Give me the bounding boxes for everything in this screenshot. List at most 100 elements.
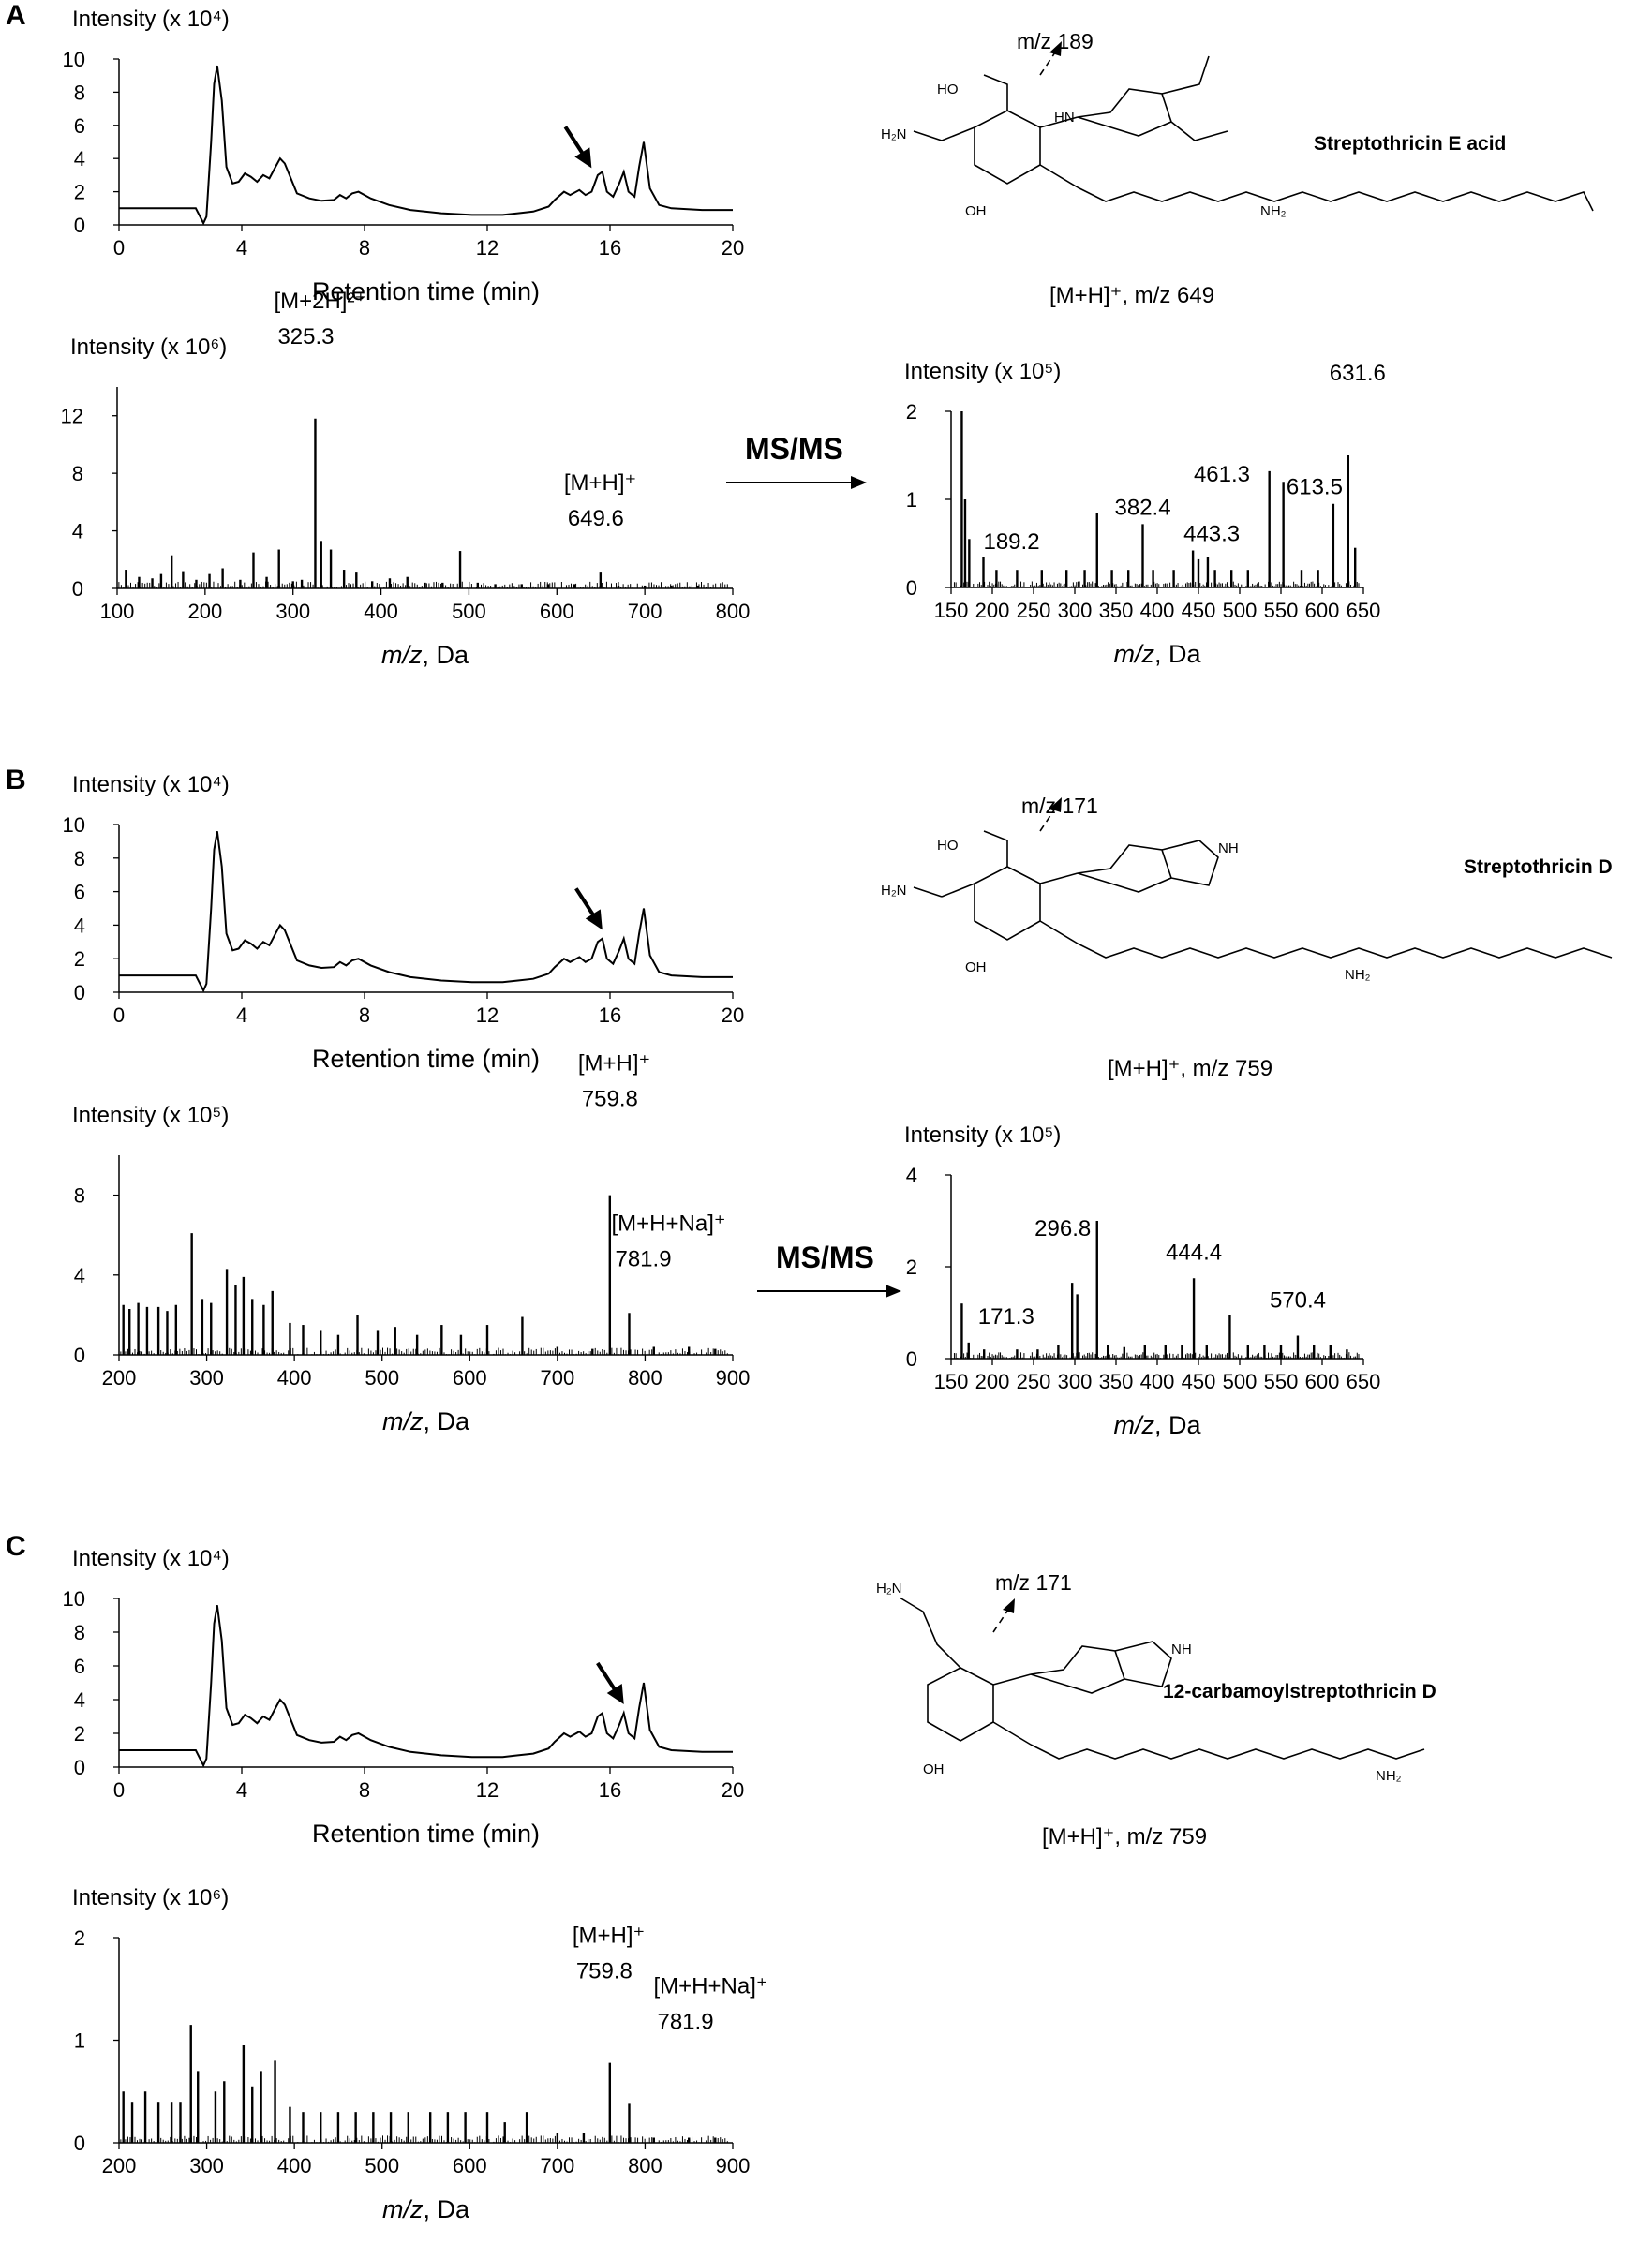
x-tick-label: 16 [599,236,621,260]
y-tick-label: 0 [74,2132,85,2155]
x-tick-label: 600 [453,1366,487,1389]
x-tick-label: 100 [100,600,135,623]
x-tick-label: 400 [1140,599,1175,622]
x-tick-label: 550 [1264,1370,1299,1393]
chart-c-lc: 0 4 8 12 16 20 0 2 4 6 8 10 Intensity (x 10⁴) Retenti… [63,1546,745,1848]
x-tick-label: 400 [277,2154,312,2177]
arrow-head [606,1684,624,1704]
ion-label-a: [M+H]⁺, m/z 649 [1049,283,1214,308]
x-tick-label: 550 [1264,599,1299,622]
x-tick-label: 4 [236,236,247,260]
x-tick-label: 700 [540,2154,574,2177]
x-tick-label: 20 [722,236,744,260]
x-axis-label: m/z, Da [1113,1411,1201,1439]
y-tick-label: 6 [74,1655,85,1678]
msms-label-b: MS/MS [776,1241,874,1274]
chart-a-ms: 100 200 300 400 500 600 700 800 0 4 8 12 Intensity (… [61,289,751,669]
structure-b: m/z 171 HO H₂N OH NH NH₂ Streptothricin … [881,794,1613,1081]
ion-type-label: [M+H+Na]⁺ [653,1973,767,1999]
y-tick-label: 2 [74,1926,85,1950]
chart-b-msms: 150 200 250 300 350 400 450 500 550 600 650 0 2 4 Inte… [904,1122,1380,1439]
x-tick-label: 20 [722,1778,744,1802]
x-tick-label: 400 [364,600,398,623]
y-tick-label: 2 [74,947,85,971]
y-tick-label: 4 [74,147,85,171]
x-tick-label: 150 [934,1370,969,1393]
y-tick-label: 0 [74,214,85,237]
x-tick-label: 700 [628,600,662,623]
x-tick-label: 8 [359,1003,370,1027]
atom-label: NH₂ [1376,1768,1402,1784]
x-tick-label: 900 [716,1366,751,1389]
baseline-noise [952,581,1360,587]
x-tick-label: 4 [236,1778,247,1802]
structure-a: m/z 189 HO H₂N OH HN NH₂ Streptothricin … [881,29,1594,308]
atom-label: HN [1054,110,1075,126]
y-tick-label: 2 [906,1256,917,1279]
msms-arrow-b: MS/MS [757,1241,901,1298]
peak-value-label: 781.9 [657,2009,713,2034]
y-tick-label: 0 [906,576,917,600]
x-tick-label: 300 [275,600,310,623]
y-tick-label: 4 [74,1264,85,1287]
y-tick-label: 2 [906,400,917,424]
y-tick-label: 2 [74,1722,85,1746]
y-axis-label: Intensity (x 10⁴) [72,772,230,797]
x-tick-label: 600 [453,2154,487,2177]
peak-value-label: 613.5 [1287,475,1343,500]
series-line [119,1605,733,1768]
peak-value-label: 325.3 [277,324,334,349]
x-axis-label: m/z, Da [382,1407,470,1435]
x-tick-label: 500 [452,600,486,623]
atom-label: H₂N [876,1581,902,1597]
y-tick-label: 8 [74,1184,85,1208]
atom-label: OH [965,959,987,975]
x-tick-label: 0 [113,1003,125,1027]
peak-value-label: 171.3 [978,1304,1034,1330]
chart-c-ms: 200 300 400 500 600 700 800 900 0 1 2 Intensity (x … [72,1885,768,2223]
target-peak-arrow [574,887,603,930]
x-tick-label: 500 [365,1366,399,1389]
x-tick-label: 400 [277,1366,312,1389]
x-tick-label: 800 [716,600,751,623]
y-tick-label: 8 [74,847,85,870]
x-tick-label: 300 [189,1366,224,1389]
x-tick-label: 300 [1058,1370,1093,1393]
peak-value-label: 759.8 [582,1087,638,1112]
atom-label: NH [1171,1642,1192,1657]
atom-label: OH [923,1761,945,1777]
y-tick-label: 4 [74,914,85,937]
ion-type-label: [M+H]⁺ [578,1051,650,1077]
x-tick-label: 200 [102,2154,137,2177]
peak-value-label: 781.9 [615,1246,671,1271]
x-axis-label: m/z, Da [1113,640,1201,668]
x-tick-label: 300 [1058,599,1093,622]
x-tick-label: 16 [599,1778,621,1802]
msms-label-a: MS/MS [745,432,843,466]
x-tick-label: 250 [1017,1370,1051,1393]
peak-value-label: 296.8 [1034,1216,1091,1241]
y-axis-label: Intensity (x 10⁵) [904,359,1061,384]
compound-name-b: Streptothricin D [1464,856,1613,878]
x-tick-label: 200 [187,600,222,623]
series-line [119,65,733,226]
x-tick-label: 12 [476,1778,499,1802]
x-tick-label: 200 [975,599,1010,622]
panel-letter-a: A [6,0,26,31]
x-tick-label: 600 [1305,1370,1340,1393]
atom-label: NH₂ [1345,967,1371,983]
y-tick-label: 1 [74,2029,85,2053]
y-tick-label: 0 [74,1756,85,1779]
atom-label: NH₂ [1260,203,1287,219]
series-line [119,831,733,993]
x-tick-label: 8 [359,1778,370,1802]
y-tick-label: 2 [74,181,85,204]
x-tick-label: 700 [540,1366,574,1389]
fragment-label-c: m/z 171 [995,1570,1072,1595]
peak-value-label: 570.4 [1270,1288,1326,1314]
x-axis-label: Retention time (min) [312,1045,540,1073]
x-axis-label: m/z, Da [382,2195,470,2223]
baseline-noise [120,2135,728,2143]
x-tick-label: 350 [1099,1370,1134,1393]
y-tick-label: 10 [63,48,85,71]
